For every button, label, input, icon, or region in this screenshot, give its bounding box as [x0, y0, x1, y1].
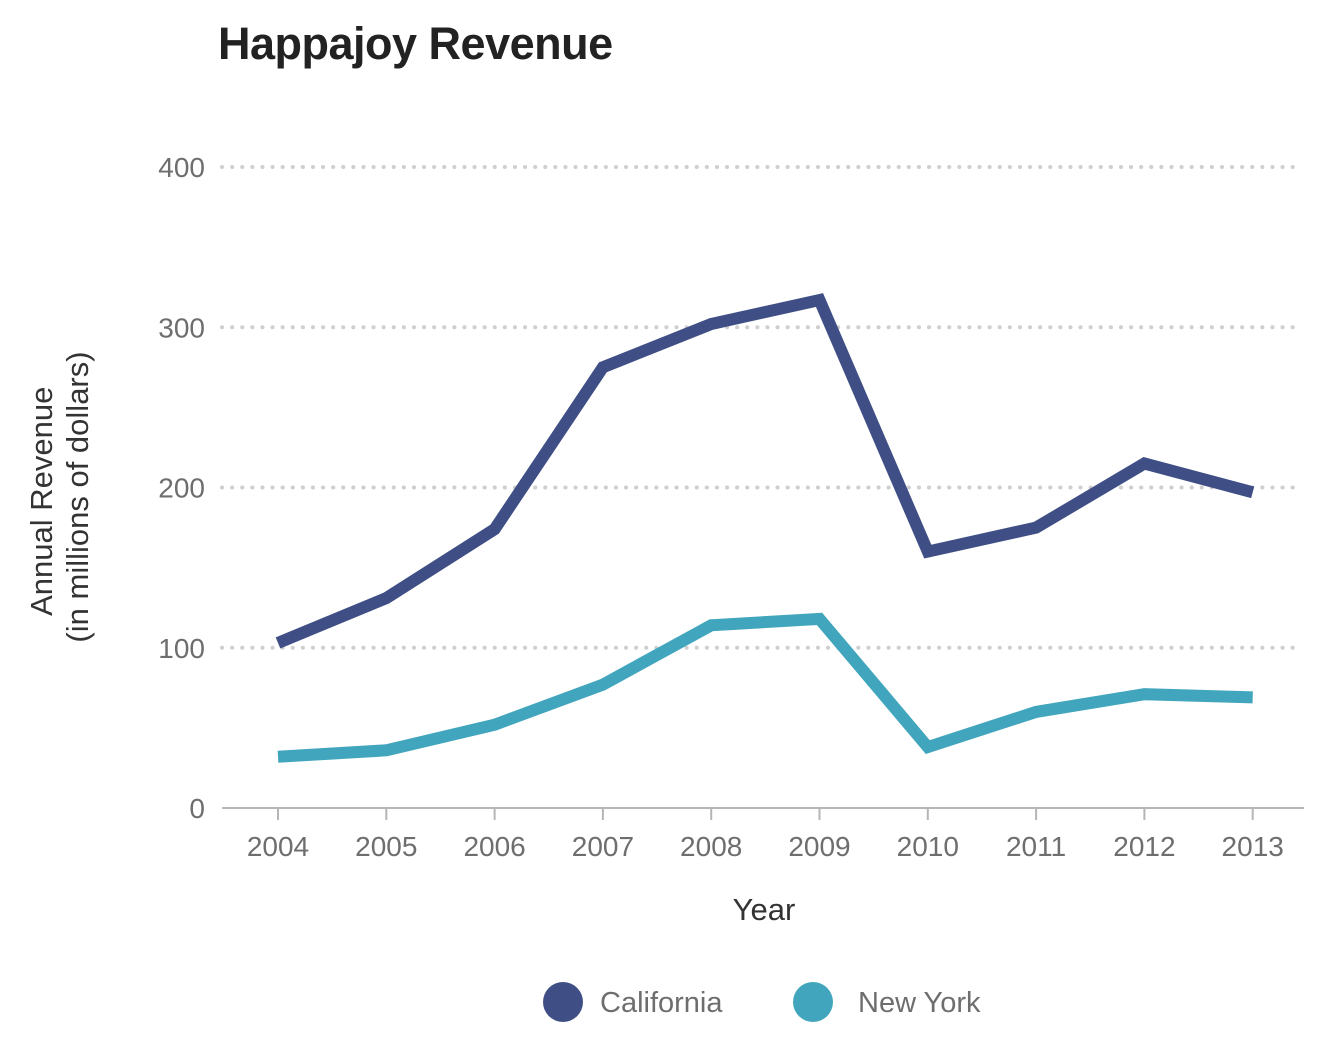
- legend-item-california[interactable]: California: [543, 982, 723, 1022]
- y-tick-label: 100: [158, 633, 205, 664]
- legend-item-new-york[interactable]: New York: [793, 982, 981, 1022]
- y-axis-title-line-2: (in millions of dollars): [60, 351, 95, 642]
- x-axis-title: Year: [733, 892, 796, 927]
- x-tick-label: 2007: [572, 831, 634, 862]
- legend-swatch-new-york: [793, 982, 833, 1022]
- x-axis: [222, 807, 1304, 820]
- y-tick-label: 0: [189, 793, 205, 824]
- x-tick-label: 2010: [897, 831, 959, 862]
- y-axis-title-line-1: Annual Revenue: [24, 387, 59, 616]
- y-tick-label: 400: [158, 152, 205, 183]
- x-axis-tick-labels: 2004 2005 2006 2007 2008 2009 2010 2011 2012 2013: [247, 831, 1284, 862]
- y-axis-title: Annual Revenue (in millions of dollars): [24, 351, 95, 642]
- y-tick-label: 300: [158, 312, 205, 343]
- series-lines: [275, 293, 1255, 763]
- legend-label-new-york: New York: [858, 987, 981, 1019]
- y-tick-label: 200: [158, 473, 205, 504]
- legend-swatch-california: [543, 982, 583, 1022]
- gridlines: [220, 165, 1302, 650]
- chart-title: Happajoy Revenue: [218, 18, 613, 69]
- x-tick-label: 2011: [1006, 831, 1066, 862]
- x-tick-label: 2006: [463, 831, 525, 862]
- legend-label-california: California: [600, 987, 723, 1019]
- x-tick-label: 2012: [1113, 831, 1175, 862]
- x-tick-label: 2009: [788, 831, 850, 862]
- x-tick-label: 2005: [355, 831, 417, 862]
- x-tick-label: 2013: [1222, 831, 1284, 862]
- legend: California New York: [543, 982, 981, 1022]
- x-tick-label: 2004: [247, 831, 309, 862]
- series-line-california: [275, 293, 1255, 649]
- x-tick-label: 2008: [680, 831, 742, 862]
- series-line-new-york: [277, 612, 1253, 763]
- y-axis-tick-labels: 0 100 200 300 400: [158, 152, 205, 824]
